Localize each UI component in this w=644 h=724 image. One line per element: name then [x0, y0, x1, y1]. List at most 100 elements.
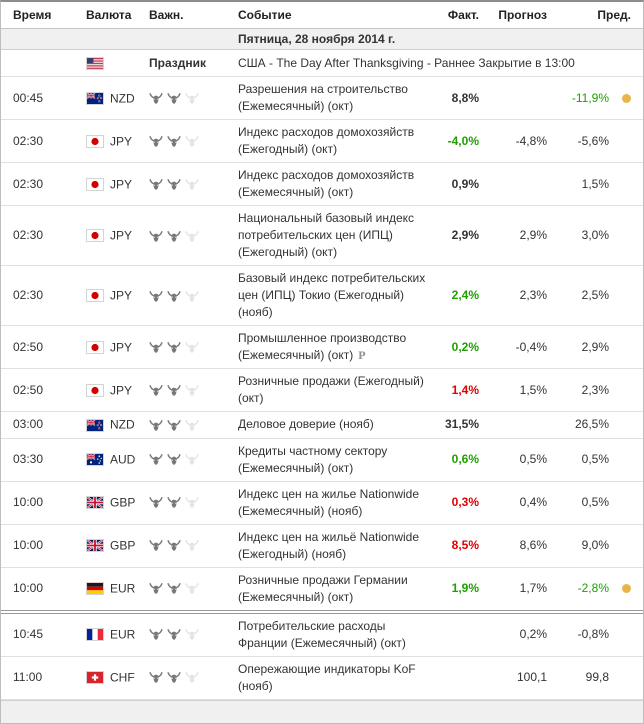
forecast-cell: 2,3% — [479, 265, 547, 327]
column-header-actual: Факт. — [437, 2, 479, 29]
column-header-importance: Важн. — [149, 2, 238, 29]
event-time: 02:30 — [1, 205, 86, 267]
bull-icon — [167, 230, 181, 242]
event-row[interactable]: 02:50 JPY Розничные продажи (Ежегодный) (о… — [1, 368, 643, 413]
bull-icon — [167, 583, 181, 595]
importance-cell — [149, 368, 238, 413]
bull-icon — [149, 342, 163, 353]
event-time: 02:50 — [1, 325, 86, 370]
forecast-value: 2,3% — [519, 288, 547, 303]
alert-dot-icon — [621, 94, 631, 104]
previous-cell: -11,9% — [547, 76, 609, 121]
event-name: Индекс цен на жилье Nationwide (Ежемесяч… — [238, 481, 437, 525]
holiday-row[interactable]: Праздник США - The Day After Thanksgivin… — [1, 49, 643, 78]
importance-cell — [149, 656, 238, 700]
previous-value: 2,5% — [581, 288, 609, 303]
event-name-text: Разрешения на строительство (Ежемесячный… — [238, 82, 408, 114]
forecast-value: 2,9% — [519, 228, 547, 243]
actual-value: 31,5% — [444, 417, 479, 432]
holiday-label: Праздник — [149, 49, 238, 78]
actual-value: 0,9% — [451, 176, 479, 191]
event-time: 02:30 — [1, 119, 86, 164]
event-row[interactable]: 02:30 JPY Национальный базовый индекс потр… — [1, 205, 643, 267]
event-row[interactable]: 02:30 JPY Индекс расходов домохозяйств (Еж… — [1, 162, 643, 207]
importance-cell — [149, 609, 238, 657]
currency-code: CHF — [110, 670, 135, 685]
event-row[interactable]: 03:30 AUD Кредиты частному сектору (Ежемес… — [1, 438, 643, 482]
alert-cell — [609, 567, 643, 613]
bull-icon — [185, 136, 199, 147]
event-time: 11:00 — [1, 656, 86, 700]
event-row[interactable]: 10:00 EUR Розничные продажи Германии (Ежем… — [1, 567, 643, 613]
bull-icon — [185, 420, 199, 431]
bull-icon — [185, 290, 199, 302]
event-row[interactable]: 00:45 NZD Разрешения на строительство (Еже… — [1, 76, 643, 121]
bull-icon — [149, 136, 163, 147]
fr-flag-icon — [86, 628, 104, 642]
currency-cell: JPY — [86, 119, 149, 164]
actual-cell: 31,5% — [437, 411, 479, 439]
forecast-cell: 0,4% — [479, 481, 547, 525]
holiday-text: США - The Day After Thanksgiving - Ранне… — [238, 49, 643, 78]
previous-cell: -0,8% — [547, 609, 609, 657]
currency-cell: JPY — [86, 205, 149, 267]
bull-icon — [185, 385, 199, 396]
bull-icon — [185, 540, 199, 552]
event-row[interactable]: 10:45 EUR Потребительские расходы Франции … — [1, 609, 643, 657]
previous-value: 2,9% — [581, 339, 609, 354]
previous-value: 1,5% — [581, 176, 609, 191]
forecast-value: 100,1 — [516, 670, 547, 685]
bull-icon — [149, 454, 163, 466]
bull-icon — [185, 497, 199, 509]
jp-flag-icon — [86, 134, 104, 148]
event-name: Индекс цен на жильё Nationwide (Ежегодны… — [238, 524, 437, 568]
previous-cell: 0,5% — [547, 481, 609, 525]
event-time: 00:45 — [1, 76, 86, 121]
alert-cell — [609, 205, 643, 267]
bull-icon — [149, 93, 163, 104]
currency-cell: JPY — [86, 265, 149, 327]
event-time: 03:00 — [1, 411, 86, 439]
actual-cell: 0,3% — [437, 481, 479, 525]
forecast-cell: 2,9% — [479, 205, 547, 267]
bull-icon — [149, 672, 163, 684]
actual-cell: 1,4% — [437, 368, 479, 413]
jp-flag-icon — [86, 229, 104, 243]
bull-icon — [185, 672, 199, 684]
event-row[interactable]: 02:30 JPY Базовый индекс потребительских ц… — [1, 265, 643, 327]
event-name-text: Промышленное производство (Ежемесячный) … — [238, 331, 407, 363]
forecast-value: -4,8% — [515, 133, 547, 148]
forecast-value: 0,2% — [519, 627, 547, 642]
actual-cell: 0,6% — [437, 438, 479, 482]
event-row[interactable]: 03:00 NZD Деловое доверие (нояб) 31,5% 26,5% — [1, 411, 643, 439]
previous-cell: 2,5% — [547, 265, 609, 327]
event-name: Индекс расходов домохозяйств (Ежегодный)… — [238, 119, 437, 164]
alert-cell — [609, 119, 643, 164]
event-time: 10:00 — [1, 481, 86, 525]
bull-icon — [185, 583, 199, 595]
event-name: Потребительские расходы Франции (Ежемеся… — [238, 609, 437, 657]
bull-icon — [167, 385, 181, 396]
bull-icon — [167, 420, 181, 431]
bull-icon — [167, 342, 181, 353]
currency-cell: NZD — [86, 76, 149, 121]
currency-code: JPY — [110, 228, 133, 243]
gb-flag-icon — [86, 496, 104, 510]
actual-value: 1,9% — [451, 581, 479, 596]
currency-cell: EUR — [86, 567, 149, 613]
currency-code: EUR — [110, 627, 136, 642]
event-row[interactable]: 02:30 JPY Индекс расходов домохозяйств (Еж… — [1, 119, 643, 164]
actual-cell: 1,9% — [437, 567, 479, 613]
event-row[interactable]: 02:50 JPY Промышленное производство (Ежеме… — [1, 325, 643, 370]
previous-cell: 2,9% — [547, 325, 609, 370]
event-time: 10:00 — [1, 567, 86, 613]
event-name-text: Потребительские расходы Франции (Ежемеся… — [238, 618, 406, 650]
event-row[interactable]: 11:00 CHF Опережающие индикаторы KoF (нояб… — [1, 656, 643, 700]
previous-cell: 0,5% — [547, 438, 609, 482]
event-row[interactable]: 10:00 GBP Индекс цен на жильё Nationwide (… — [1, 524, 643, 568]
currency-code: NZD — [110, 90, 135, 105]
event-row[interactable]: 10:00 GBP Индекс цен на жилье Nationwide (… — [1, 481, 643, 525]
actual-value: 0,2% — [451, 339, 479, 354]
bull-icon — [149, 583, 163, 595]
column-header-previous: Пред. — [547, 2, 643, 29]
